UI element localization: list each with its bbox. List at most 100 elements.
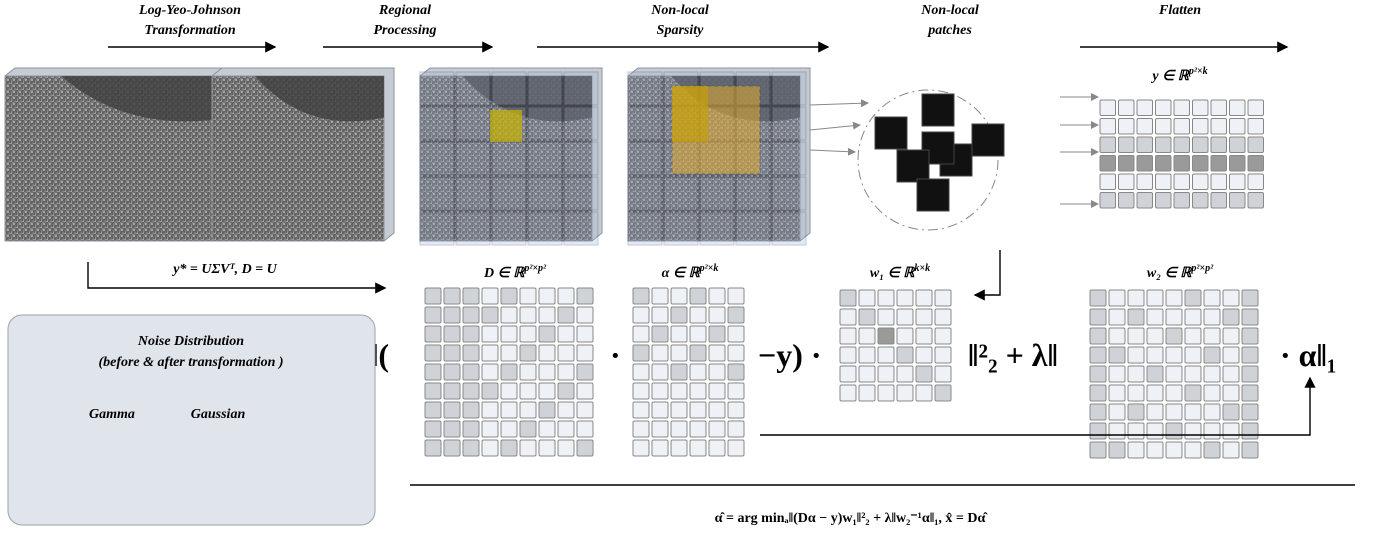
matrix-cell bbox=[709, 326, 725, 342]
patch-cube bbox=[420, 177, 454, 210]
matrix-cell bbox=[1109, 385, 1125, 401]
step-title: Non-local bbox=[650, 3, 709, 18]
matrix-cell bbox=[1248, 100, 1264, 116]
matrix-cell bbox=[539, 345, 555, 361]
matrix-cell bbox=[690, 345, 706, 361]
matrix-cell bbox=[1156, 156, 1172, 172]
matrix-cell bbox=[577, 345, 593, 361]
matrix-cell bbox=[652, 307, 668, 323]
matrix-cell bbox=[840, 385, 856, 401]
patch-cube bbox=[420, 107, 454, 140]
matrix-cell bbox=[539, 364, 555, 380]
patch-cube bbox=[456, 72, 490, 105]
matrix-cell bbox=[577, 383, 593, 399]
label: D ∈ ℝp²×p² bbox=[483, 263, 547, 281]
matrix-cell bbox=[652, 402, 668, 418]
matrix-cell bbox=[1204, 404, 1220, 420]
matrix-cell bbox=[1204, 423, 1220, 439]
label-sup: p²×k bbox=[699, 263, 719, 274]
patch-cube bbox=[628, 212, 662, 245]
arrow bbox=[810, 103, 868, 105]
matrix-cell bbox=[1090, 290, 1106, 306]
matrix-cell bbox=[1128, 423, 1144, 439]
matrix-cell bbox=[520, 421, 536, 437]
matrix-cell bbox=[897, 309, 913, 325]
step-title: patches bbox=[927, 23, 972, 38]
label-base: w₂ ∈ ℝ bbox=[1147, 266, 1192, 281]
matrix-cell bbox=[671, 364, 687, 380]
step-title: Regional bbox=[378, 3, 431, 18]
matrix-cell bbox=[728, 364, 744, 380]
matrix-cell bbox=[463, 307, 479, 323]
matrix-cell bbox=[1166, 385, 1182, 401]
matrix-cell bbox=[1156, 137, 1172, 153]
matrix-cell bbox=[1166, 423, 1182, 439]
patch-cube bbox=[772, 107, 806, 140]
matrix-cell bbox=[690, 383, 706, 399]
matrix-cell bbox=[1193, 119, 1209, 135]
matrix-cell bbox=[520, 307, 536, 323]
matrix-cell bbox=[1204, 290, 1220, 306]
diagram: Log-Yeo-Johnson Transformation Regional … bbox=[0, 0, 1380, 542]
matrix-cell bbox=[1242, 385, 1258, 401]
matrix-cell bbox=[709, 402, 725, 418]
matrix-cell bbox=[690, 421, 706, 437]
matrix-cell bbox=[558, 307, 574, 323]
label-sup: k×k bbox=[914, 263, 930, 274]
matrix-cell bbox=[652, 288, 668, 304]
matrix-cell bbox=[539, 383, 555, 399]
step-title: Flatten bbox=[1158, 3, 1201, 18]
matrix-cell bbox=[1119, 156, 1135, 172]
patch-cube bbox=[772, 72, 806, 105]
matrix-cell bbox=[1242, 404, 1258, 420]
label-sup: p²×p² bbox=[1190, 263, 1214, 274]
matrix-cell bbox=[1248, 174, 1264, 190]
matrix-cell bbox=[1193, 174, 1209, 190]
matrix-cell bbox=[520, 440, 536, 456]
matrix-cell bbox=[463, 345, 479, 361]
patch-cube bbox=[564, 212, 598, 245]
matrix-cell bbox=[633, 326, 649, 342]
matrix-cell bbox=[671, 288, 687, 304]
matrix-cell bbox=[425, 345, 441, 361]
matrix-cell bbox=[482, 326, 498, 342]
matrix-cell bbox=[1147, 385, 1163, 401]
matrix-cell bbox=[671, 307, 687, 323]
patch-cube bbox=[564, 177, 598, 210]
matrix-cell bbox=[463, 288, 479, 304]
matrix-cell bbox=[1119, 119, 1135, 135]
matrix-cell bbox=[916, 385, 932, 401]
matrix-cell bbox=[482, 307, 498, 323]
patch-cube bbox=[420, 72, 454, 105]
matrix-cell bbox=[482, 288, 498, 304]
matrix-cell bbox=[1147, 347, 1163, 363]
matrix-cell bbox=[1166, 290, 1182, 306]
matrix-cell bbox=[1119, 137, 1135, 153]
patch-cube bbox=[528, 142, 562, 175]
patch-cube bbox=[456, 142, 490, 175]
patch-cube bbox=[420, 212, 454, 245]
matrix-cell bbox=[1090, 404, 1106, 420]
label: y* = UΣVᵀ, D = U bbox=[171, 262, 277, 277]
matrix-cell bbox=[1109, 347, 1125, 363]
matrix-cell bbox=[1109, 404, 1125, 420]
equation-part: −y) · bbox=[758, 337, 822, 373]
matrix-cell bbox=[1211, 119, 1227, 135]
matrix-cell bbox=[1166, 309, 1182, 325]
matrix-cell bbox=[1230, 119, 1246, 135]
matrix-cell bbox=[859, 347, 875, 363]
patch-cube bbox=[528, 177, 562, 210]
matrix-cell bbox=[1185, 423, 1201, 439]
matrix-cell bbox=[1128, 366, 1144, 382]
matrix-cell bbox=[728, 383, 744, 399]
matrix-cell bbox=[1137, 193, 1153, 209]
matrix-cell bbox=[897, 328, 913, 344]
matrix-cell bbox=[444, 345, 460, 361]
matrix-cell bbox=[425, 440, 441, 456]
matrix-cell bbox=[520, 383, 536, 399]
matrix-cell bbox=[1204, 347, 1220, 363]
matrix-cell bbox=[1185, 385, 1201, 401]
matrix-cell bbox=[482, 345, 498, 361]
matrix-cell bbox=[1185, 309, 1201, 325]
matrix-cell bbox=[1211, 100, 1227, 116]
